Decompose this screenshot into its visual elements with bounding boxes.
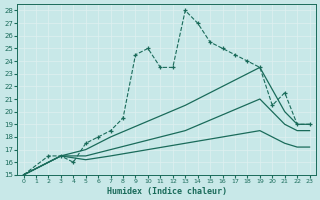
- X-axis label: Humidex (Indice chaleur): Humidex (Indice chaleur): [107, 187, 227, 196]
